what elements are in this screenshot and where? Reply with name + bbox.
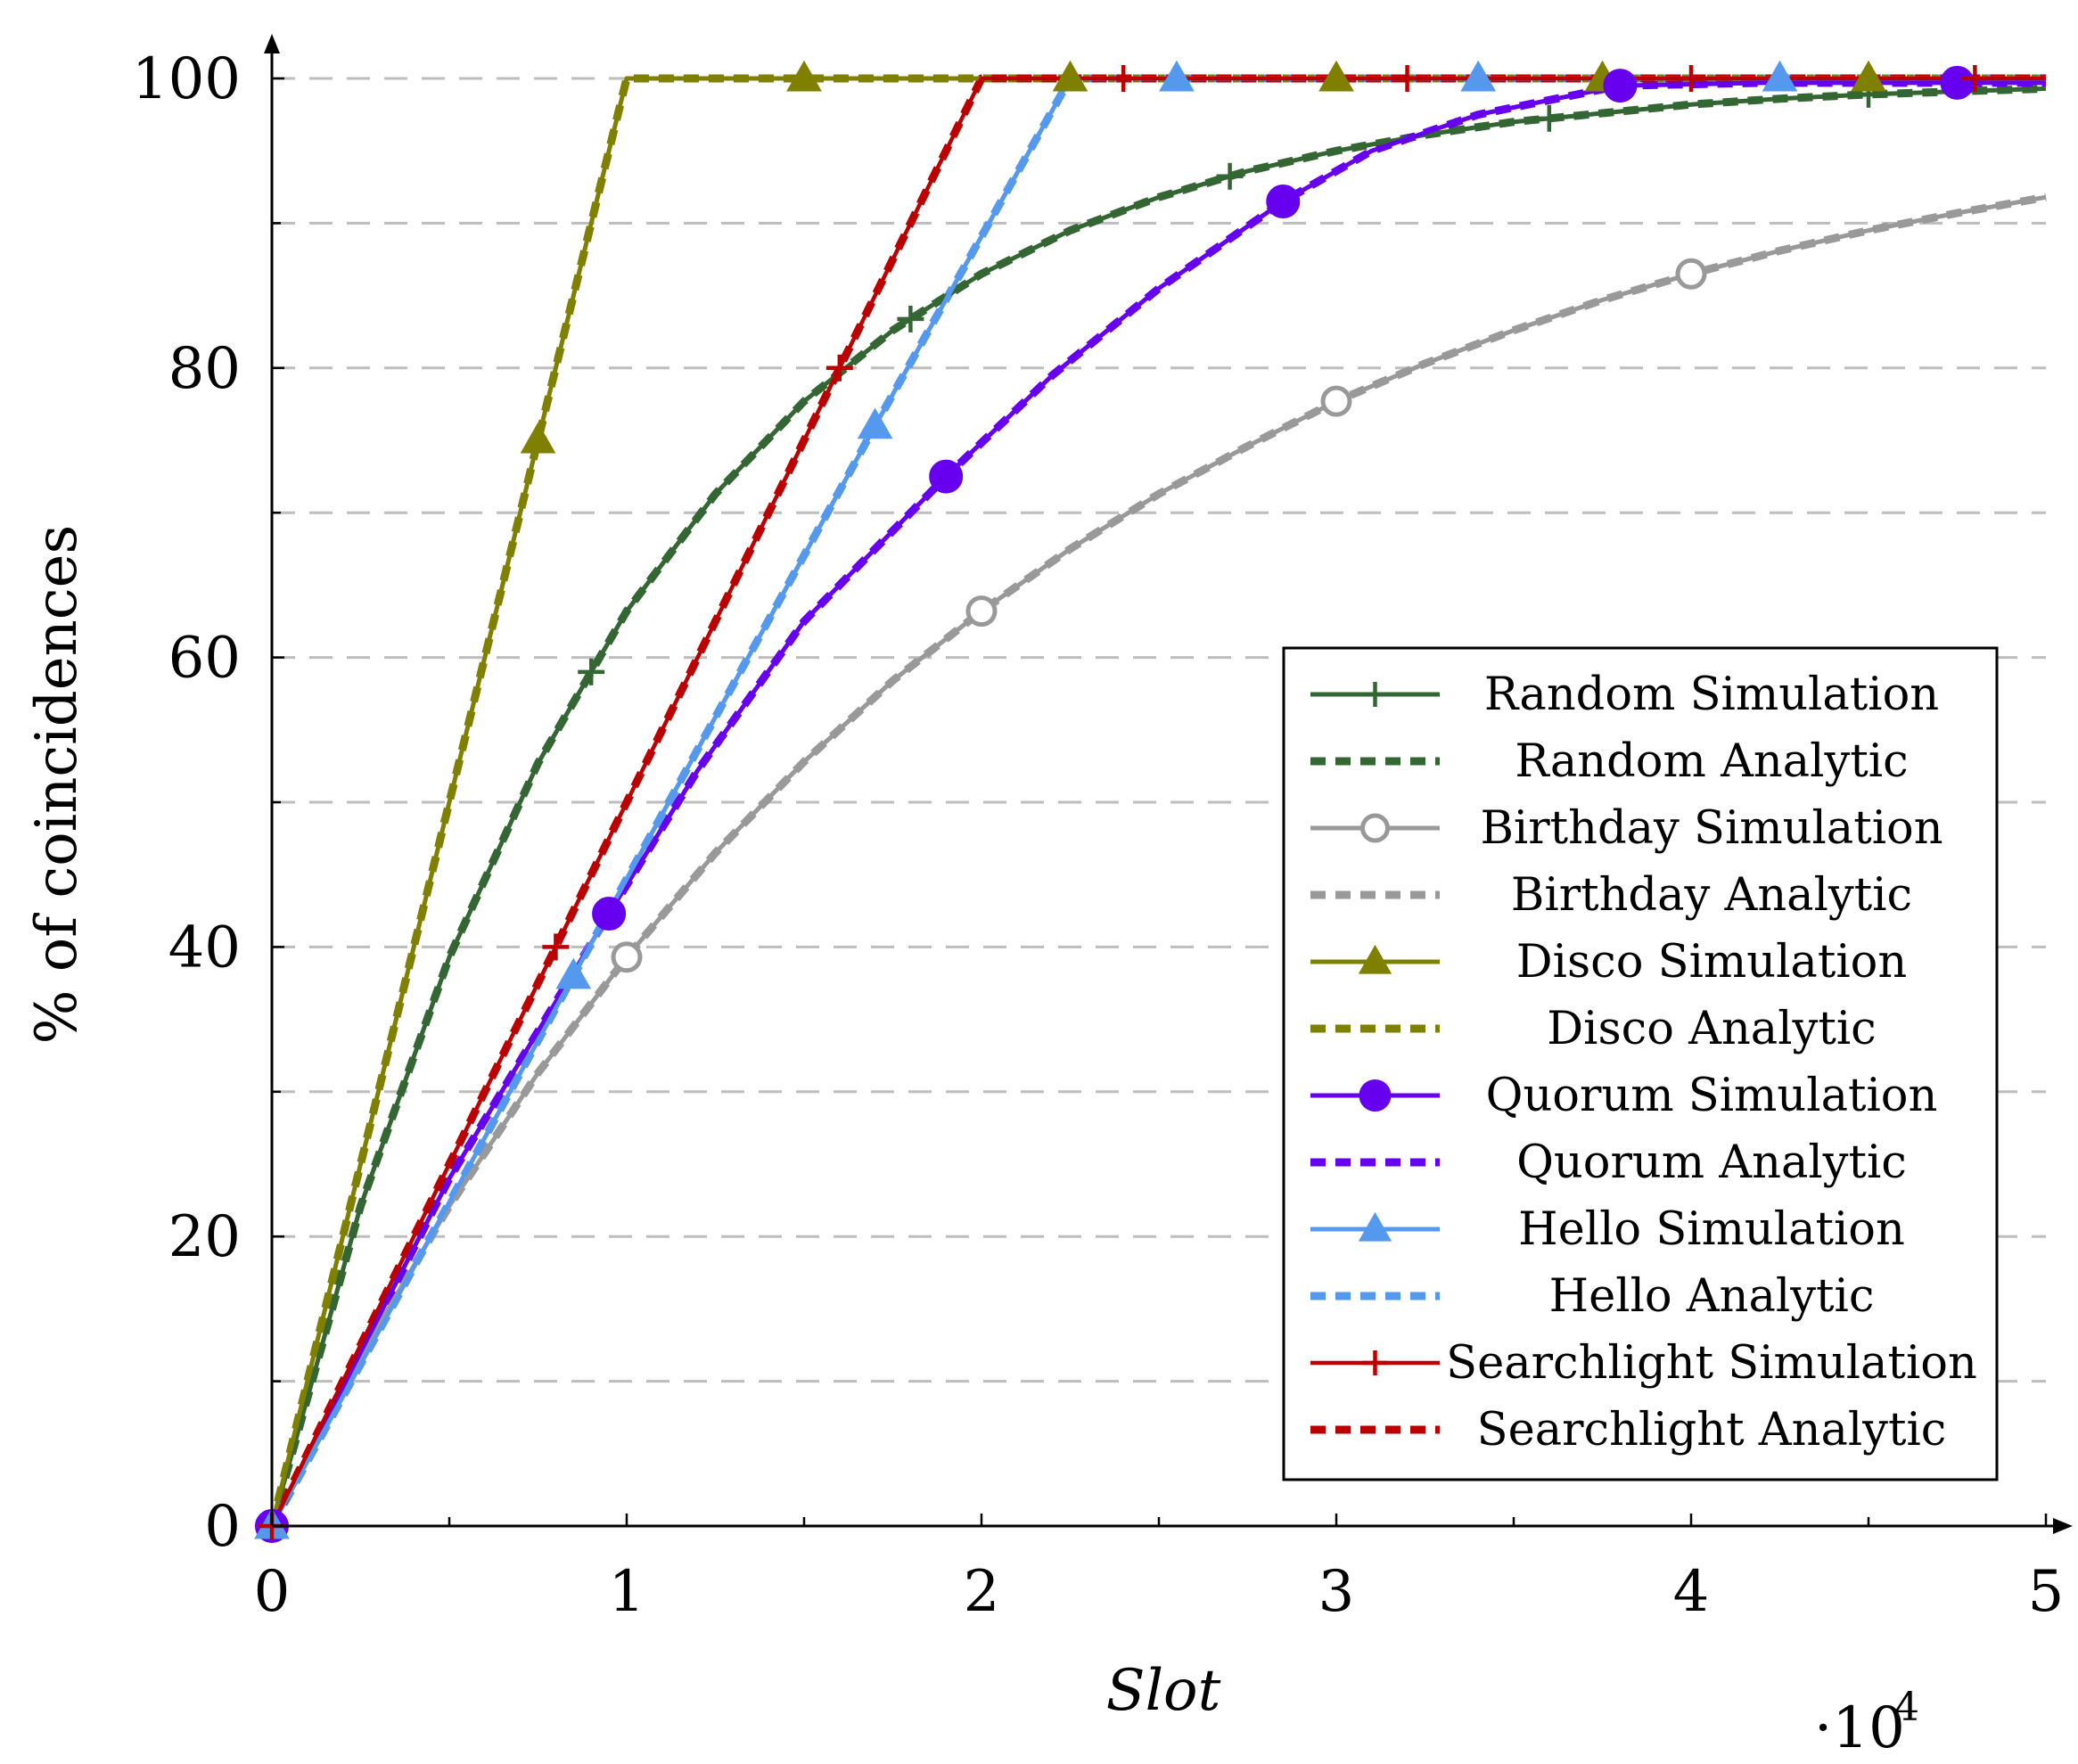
x-tick-label-5: 5 <box>2028 1559 2065 1625</box>
legend-entry-1: Random Analytic <box>1310 735 1909 788</box>
legend-marker-10 <box>1362 1350 1388 1375</box>
legend-label-9: Hello Analytic <box>1549 1270 1875 1323</box>
y-tick-label-20: 20 <box>168 1204 241 1270</box>
series-6-marker-2 <box>929 459 964 494</box>
x-multiplier: ·10 4 <box>1814 1685 1919 1761</box>
x-tick-label-3: 3 <box>1318 1559 1355 1625</box>
series-4-marker-1 <box>786 60 822 92</box>
series-8-marker-4 <box>1460 60 1497 92</box>
legend-entry-3: Birthday Analytic <box>1310 869 1912 922</box>
series-0-marker-1 <box>897 305 924 332</box>
legend-label-10: Searchlight Simulation <box>1446 1337 1977 1390</box>
series-2-marker-2 <box>965 595 998 628</box>
legend-entry-5: Disco Analytic <box>1310 1003 1877 1055</box>
x-tick-label-4: 4 <box>1673 1559 1710 1625</box>
legend-label-4: Disco Simulation <box>1516 936 1907 989</box>
legend-label-5: Disco Analytic <box>1547 1003 1876 1055</box>
tick-label-layer: 0 1 2 3 4 5 0 20 40 60 80 100 <box>132 46 2065 1625</box>
series-10-marker-4 <box>1393 65 1421 92</box>
series-4-marker-5 <box>1851 60 1886 92</box>
series-8-marker-5 <box>1762 60 1798 92</box>
legend-label-11: Searchlight Analytic <box>1477 1404 1947 1456</box>
legend-box <box>1282 646 1999 1481</box>
legend-entry-4: Disco Simulation <box>1310 936 1907 989</box>
legend-marker-4 <box>1358 944 1392 974</box>
legend-label-6: Quorum Simulation <box>1486 1070 1938 1122</box>
legend-marker-8 <box>1358 1211 1392 1242</box>
series-line-2 <box>269 194 2047 1528</box>
legend-label-3: Birthday Analytic <box>1511 869 1912 922</box>
legend-label-1: Random Analytic <box>1515 735 1908 788</box>
legend-entry-11: Searchlight Analytic <box>1310 1404 1946 1456</box>
series-2-marker-1 <box>611 941 643 973</box>
y-tick-label-80: 80 <box>168 336 241 402</box>
series-10-marker-2 <box>825 354 853 382</box>
series-2-marker-4 <box>1675 258 1707 290</box>
legend-entry-9: Hello Analytic <box>1310 1270 1874 1323</box>
legend: Random Simulation Random Analytic Birthday… <box>1282 646 1999 1481</box>
series-10-marker-5 <box>1678 65 1704 92</box>
legend-label-7: Quorum Analytic <box>1516 1136 1907 1189</box>
series-8-marker-3 <box>1159 60 1195 92</box>
series-0-marker-2 <box>1216 162 1244 190</box>
legend-entry-8: Hello Simulation <box>1310 1203 1905 1256</box>
series-4-marker-3 <box>1318 60 1354 92</box>
series-0-marker-0 <box>578 658 605 685</box>
series-6-marker-3 <box>1266 185 1301 219</box>
series-10-marker-6 <box>1961 65 1989 92</box>
y-axis-arrow <box>264 34 280 53</box>
legend-entry-7: Quorum Analytic <box>1310 1136 1907 1189</box>
legend-entry-0: Random Simulation <box>1310 669 1939 721</box>
series-4-marker-0 <box>520 422 556 454</box>
series-8-marker-2 <box>857 407 893 439</box>
x-tick-label-0: 0 <box>254 1559 291 1625</box>
legend-label-0: Random Simulation <box>1484 669 1939 721</box>
marker-layer <box>254 60 1989 1543</box>
legend-marker-2 <box>1360 813 1390 843</box>
x-axis-arrow <box>2053 1518 2073 1534</box>
series-2-marker-3 <box>1320 385 1352 417</box>
legend-entry-2: Birthday Simulation <box>1310 802 1943 855</box>
x-tick-label-1: 1 <box>609 1559 645 1625</box>
y-axis-title: % of coincidences <box>24 525 90 1045</box>
series-8-marker-1 <box>555 957 592 989</box>
x-multiplier-exponent: 4 <box>1894 1685 1919 1730</box>
y-tick-label-0: 0 <box>204 1494 241 1560</box>
x-multiplier-base: ·10 <box>1814 1695 1905 1761</box>
series-4-marker-2 <box>1052 60 1088 92</box>
y-tick-label-40: 40 <box>168 915 241 980</box>
legend-entry-6: Quorum Simulation <box>1310 1070 1937 1122</box>
series-6-marker-5 <box>1940 65 1975 100</box>
legend-marker-0 <box>1362 682 1388 707</box>
y-tick-label-60: 60 <box>168 626 241 692</box>
series-6-marker-4 <box>1603 69 1638 103</box>
series-6-marker-1 <box>592 897 627 931</box>
y-tick-label-100: 100 <box>132 46 241 112</box>
legend-label-8: Hello Simulation <box>1518 1203 1905 1256</box>
legend-label-2: Birthday Simulation <box>1480 802 1942 855</box>
series-0-marker-3 <box>1535 104 1563 132</box>
legend-marker-6 <box>1359 1079 1392 1112</box>
series-10-marker-1 <box>542 933 570 961</box>
legend-entry-10: Searchlight Simulation <box>1310 1337 1977 1390</box>
axes-layer <box>264 34 2073 1534</box>
series-10-marker-3 <box>1110 65 1138 92</box>
x-tick-label-2: 2 <box>964 1559 1000 1625</box>
series-line-0 <box>269 86 2047 1527</box>
x-axis-title: Slot <box>1106 1658 1221 1724</box>
